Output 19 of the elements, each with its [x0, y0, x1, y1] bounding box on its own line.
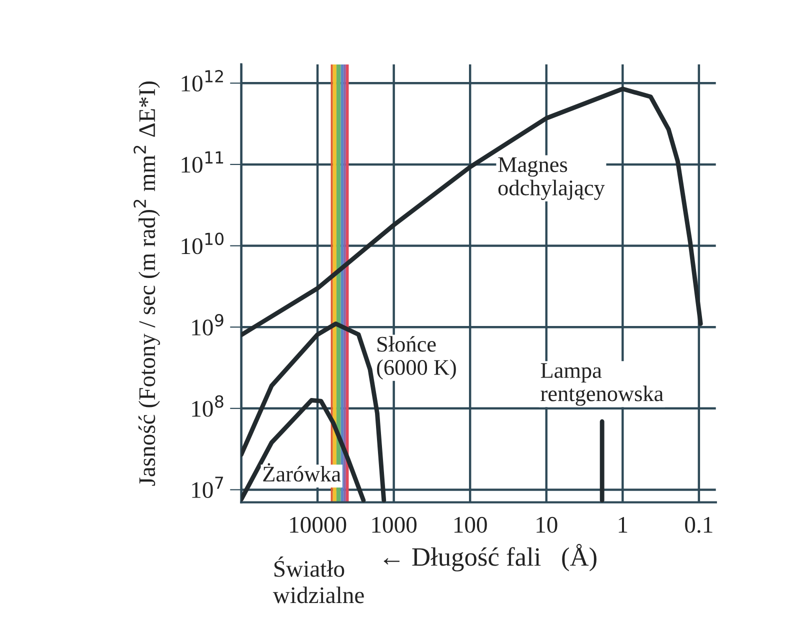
x-tick-label: 10000 — [290, 516, 346, 533]
annotation: Słońce (6000 K) — [377, 336, 456, 380]
y-tick-label: 10$^{9}$ — [192, 314, 224, 336]
y-tick-label: 10$^{10}$ — [182, 232, 224, 254]
y-tick-label: 10$^{8}$ — [192, 395, 224, 417]
annotation: Lampa rentgenowska — [540, 363, 664, 406]
x-tick-label: 100 — [454, 516, 487, 533]
x-tick-label: 1000 — [372, 516, 417, 533]
text: Światło widzialne — [272, 556, 364, 604]
y-tick-label: 10$^{11}$ — [182, 151, 224, 173]
x-axis-title: ← Długość fali (Å) — [384, 544, 596, 572]
annotation: Żarówka — [263, 463, 341, 482]
y-tick-label: 10$^{12}$ — [182, 70, 223, 92]
annotation: Magnes odchylający — [498, 157, 605, 200]
y-axis-title: Jasność (Fotony / sec (m rad)$^{2}$ mm$^{2}$ ΔE*I) — [134, 82, 160, 486]
x-tick-label: 1 — [618, 517, 628, 533]
y-tick-label: 10$^{7}$ — [192, 476, 224, 498]
x-tick-label: 0.1 — [685, 516, 712, 533]
x-tick-label: 10 — [536, 516, 558, 533]
